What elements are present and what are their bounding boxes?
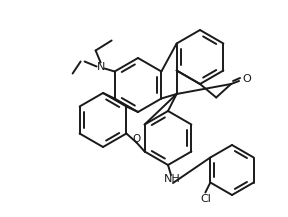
Text: NH: NH: [164, 174, 180, 184]
Text: O: O: [132, 135, 141, 145]
Text: O: O: [243, 74, 251, 84]
Text: N: N: [96, 61, 105, 71]
Text: Cl: Cl: [200, 194, 211, 204]
